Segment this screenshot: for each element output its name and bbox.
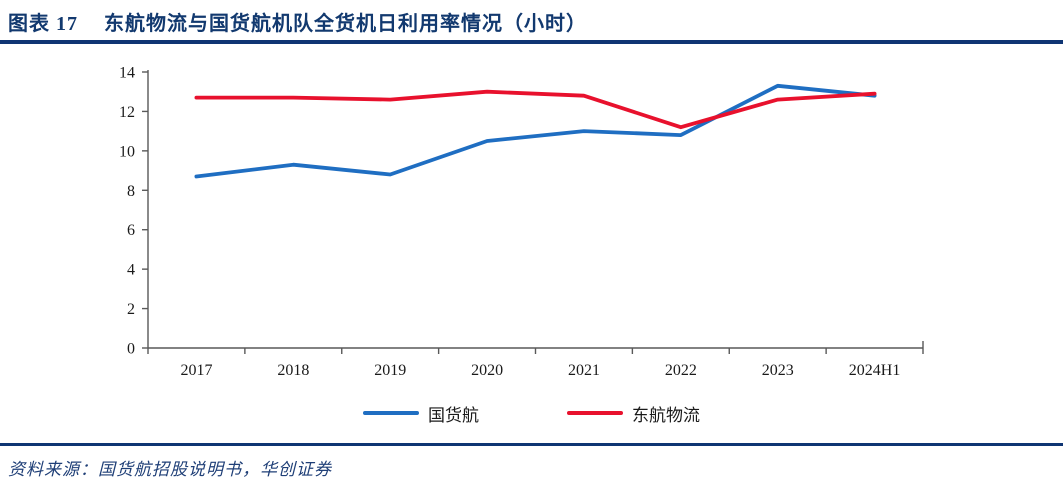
figure-number-label: 图表 17 <box>8 13 78 35</box>
y-tick-label: 14 <box>119 65 135 82</box>
title-divider-rule <box>0 40 1063 44</box>
y-tick-label: 0 <box>127 341 135 358</box>
legend-line-swatch-blue <box>363 411 419 415</box>
legend-line-swatch-red <box>567 411 623 415</box>
line-chart: 0 2 4 6 8 10 12 14 2017 2018 2019 2020 2021 2022 2023 2… <box>119 65 924 379</box>
figure-title: 东航物流与国货航机队全货机日利用率情况（小时） <box>104 13 587 35</box>
y-tick-label: 12 <box>119 104 135 121</box>
footer-divider-rule <box>0 443 1063 446</box>
x-tick-label: 2024H1 <box>849 362 901 379</box>
y-tick-label: 4 <box>127 262 135 279</box>
legend-label: 东航物流 <box>632 405 700 425</box>
legend-item-guohuohang: 国货航 <box>363 401 479 426</box>
chart-legend: 国货航 东航物流 <box>0 401 1063 425</box>
source-label: 资料来源： <box>8 460 98 479</box>
x-tick-label: 2020 <box>471 362 503 379</box>
series-line-1 <box>194 89 877 130</box>
series-line-0 <box>194 83 877 179</box>
x-tick-label: 2022 <box>665 362 697 379</box>
y-tick-label: 8 <box>127 183 135 200</box>
source-footer: 资料来源：国货航招股说明书，华创证券 <box>0 446 1063 480</box>
x-tick-label: 2021 <box>568 362 600 379</box>
y-tick-label: 2 <box>127 301 135 318</box>
x-tick-label: 2017 <box>180 362 212 379</box>
x-tick-label: 2019 <box>374 362 406 379</box>
figure-header: 图表 17 东航物流与国货航机队全货机日利用率情况（小时） <box>0 0 1063 36</box>
y-tick-label: 10 <box>119 143 135 160</box>
legend-label: 国货航 <box>428 405 479 425</box>
y-tick-label: 6 <box>127 222 135 239</box>
x-tick-label: 2023 <box>762 362 794 379</box>
source-text: 国货航招股说明书，华创证券 <box>98 460 332 479</box>
x-tick-label: 2018 <box>277 362 309 379</box>
legend-item-donghangwuliu: 东航物流 <box>567 401 700 426</box>
